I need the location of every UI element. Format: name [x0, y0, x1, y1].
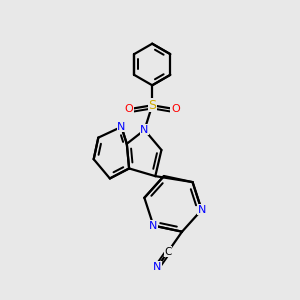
- Text: N: N: [197, 205, 206, 215]
- Text: N: N: [153, 262, 161, 272]
- Text: N: N: [140, 125, 149, 135]
- Text: O: O: [171, 104, 180, 114]
- Text: N: N: [149, 220, 158, 231]
- Text: O: O: [125, 104, 134, 114]
- Text: C: C: [164, 247, 172, 257]
- Text: S: S: [148, 99, 156, 112]
- Text: N: N: [117, 122, 126, 132]
